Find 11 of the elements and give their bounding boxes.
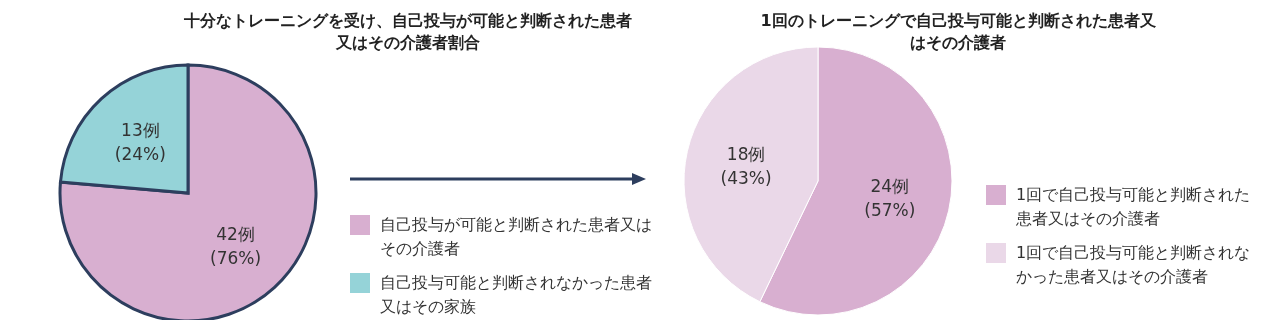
legend-label: 自己投与可能と判断されなかった患者又はその家族 xyxy=(380,272,653,318)
legend-label: 自己投与が可能と判断された患者又はその介護者 xyxy=(380,214,653,260)
data-label: 13例 (24%) xyxy=(114,120,166,165)
data-label: 18例 (43%) xyxy=(720,143,772,188)
chart-title: 1回のトレーニングで自己投与可能と判断された患者又はその介護者 xyxy=(759,10,1157,54)
data-label: 42例 (76%) xyxy=(210,223,262,268)
legend-label: 1回で自己投与可能と判断された患者又はその介護者 xyxy=(1016,184,1252,230)
pie-slice xyxy=(58,63,318,320)
data-label: 24例 (57%) xyxy=(864,176,916,221)
chart-title: 十分なトレーニングを受け、自己投与が可能と判断された患者又はその介護者割合 xyxy=(183,10,633,54)
legend-label: 1回で自己投与可能と判断されなかった患者又はその介護者 xyxy=(1016,242,1252,288)
